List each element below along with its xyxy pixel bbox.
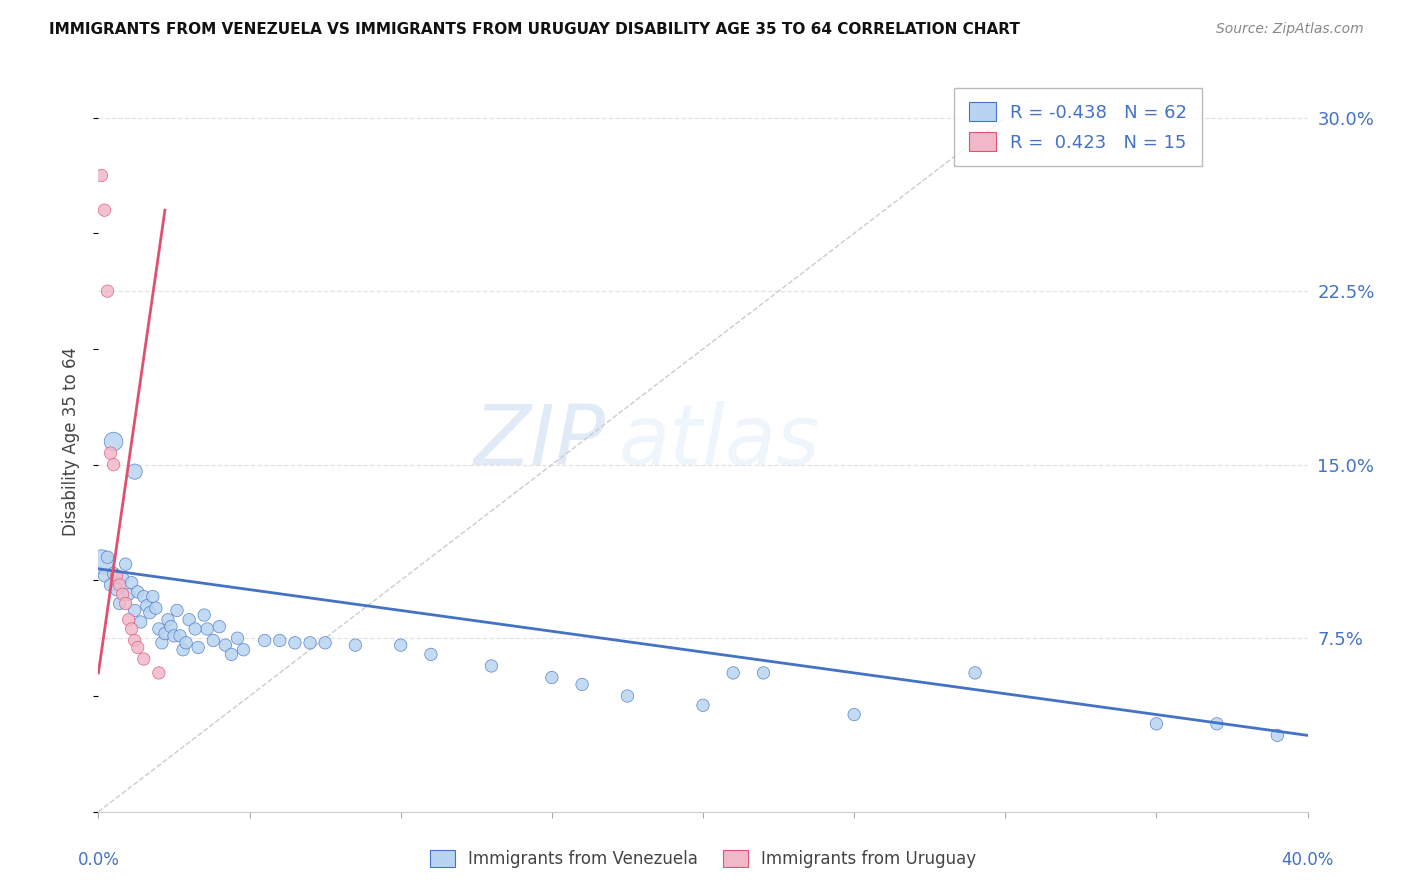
Point: [118, 613, 141, 627]
Point: [124, 633, 146, 648]
Text: Source: ZipAtlas.com: Source: ZipAtlas.com: [1216, 22, 1364, 37]
Point: [160, 619, 183, 633]
Point: [118, 587, 141, 601]
Text: 0.0%: 0.0%: [77, 851, 120, 869]
Point: [214, 638, 236, 652]
Point: [1267, 728, 1289, 742]
Point: [481, 659, 503, 673]
Point: [129, 615, 152, 629]
Point: [172, 642, 194, 657]
Point: [232, 642, 254, 657]
Point: [96, 284, 118, 298]
Point: [103, 434, 125, 449]
Point: [148, 622, 170, 636]
Legend: Immigrants from Venezuela, Immigrants from Uruguay: Immigrants from Venezuela, Immigrants fr…: [423, 843, 983, 875]
Point: [344, 638, 367, 652]
Text: atlas: atlas: [619, 401, 820, 482]
Point: [105, 582, 128, 597]
Point: [124, 465, 146, 479]
Point: [100, 446, 122, 460]
Point: [163, 629, 186, 643]
Point: [269, 633, 291, 648]
Text: IMMIGRANTS FROM VENEZUELA VS IMMIGRANTS FROM URUGUAY DISABILITY AGE 35 TO 64 COR: IMMIGRANTS FROM VENEZUELA VS IMMIGRANTS …: [49, 22, 1021, 37]
Point: [135, 599, 157, 613]
Point: [132, 652, 155, 666]
Point: [148, 665, 170, 680]
Point: [103, 458, 125, 472]
Point: [187, 640, 209, 655]
Point: [202, 633, 225, 648]
Point: [153, 626, 176, 640]
Text: 40.0%: 40.0%: [1281, 851, 1334, 869]
Point: [96, 550, 118, 565]
Point: [111, 587, 134, 601]
Legend: R = -0.438   N = 62, R =  0.423   N = 15: R = -0.438 N = 62, R = 0.423 N = 15: [955, 87, 1202, 166]
Point: [208, 619, 231, 633]
Point: [166, 603, 188, 617]
Point: [314, 636, 336, 650]
Point: [90, 555, 112, 569]
Point: [1206, 716, 1229, 731]
Point: [193, 608, 215, 623]
Point: [124, 603, 146, 617]
Point: [142, 590, 165, 604]
Point: [100, 578, 122, 592]
Point: [132, 590, 155, 604]
Y-axis label: Disability Age 35 to 64: Disability Age 35 to 64: [62, 347, 80, 536]
Point: [692, 698, 714, 713]
Point: [752, 665, 775, 680]
Point: [93, 203, 115, 218]
Point: [127, 640, 149, 655]
Point: [105, 568, 128, 582]
Point: [121, 575, 143, 590]
Point: [723, 665, 745, 680]
Point: [169, 629, 191, 643]
Point: [844, 707, 866, 722]
Point: [150, 636, 173, 650]
Point: [179, 613, 201, 627]
Point: [90, 169, 112, 183]
Point: [114, 597, 136, 611]
Point: [108, 578, 131, 592]
Point: [389, 638, 412, 652]
Point: [108, 597, 131, 611]
Point: [226, 631, 249, 645]
Point: [616, 689, 638, 703]
Point: [253, 633, 276, 648]
Point: [571, 677, 593, 691]
Point: [111, 571, 134, 585]
Point: [1144, 716, 1167, 731]
Point: [184, 622, 207, 636]
Point: [284, 636, 307, 650]
Text: ZIP: ZIP: [474, 401, 606, 482]
Point: [299, 636, 322, 650]
Point: [965, 665, 987, 680]
Point: [221, 648, 243, 662]
Point: [540, 671, 562, 685]
Point: [139, 606, 162, 620]
Point: [127, 585, 149, 599]
Point: [195, 622, 218, 636]
Point: [114, 557, 136, 571]
Point: [174, 636, 197, 650]
Point: [145, 601, 167, 615]
Point: [420, 648, 443, 662]
Point: [93, 568, 115, 582]
Point: [156, 613, 179, 627]
Point: [121, 622, 143, 636]
Point: [103, 566, 125, 581]
